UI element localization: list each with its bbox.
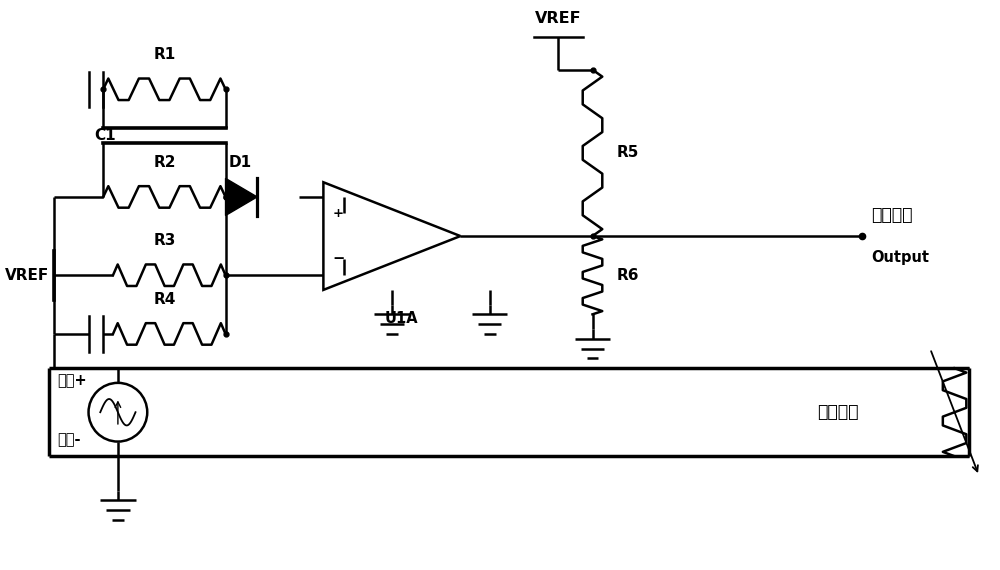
Text: −: −: [332, 251, 344, 266]
Text: R2: R2: [153, 154, 176, 169]
Text: Output: Output: [871, 250, 929, 265]
Text: +: +: [333, 207, 344, 220]
Polygon shape: [226, 178, 257, 215]
Text: R4: R4: [153, 291, 176, 307]
Text: D1: D1: [229, 154, 252, 169]
Text: R5: R5: [617, 145, 639, 160]
Text: U1A: U1A: [385, 311, 418, 327]
Text: R1: R1: [153, 47, 176, 62]
Text: C1: C1: [94, 128, 115, 143]
Text: 人体阻抗: 人体阻抗: [818, 403, 859, 421]
Text: VREF: VREF: [535, 11, 582, 26]
Text: 激励-: 激励-: [57, 432, 81, 447]
Text: 激励+: 激励+: [57, 373, 87, 388]
Text: R6: R6: [617, 268, 639, 283]
Text: 脱落信号: 脱落信号: [871, 206, 913, 223]
Text: VREF: VREF: [5, 268, 49, 283]
Text: R3: R3: [153, 233, 176, 248]
